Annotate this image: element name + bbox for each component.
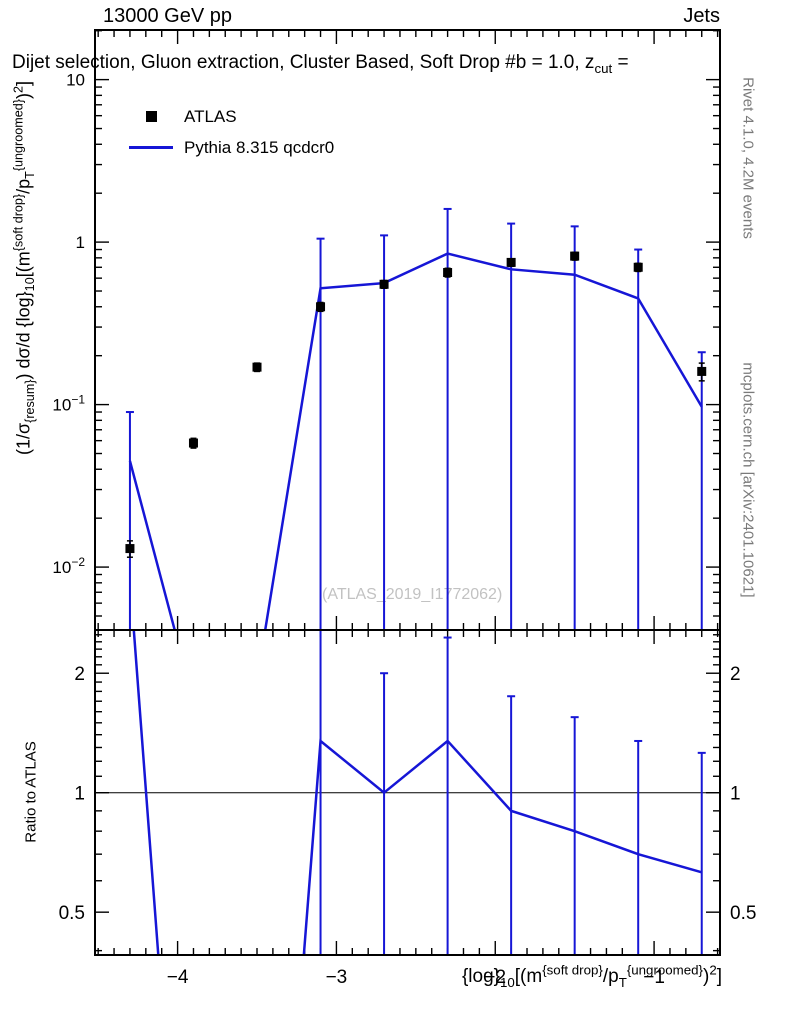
mcplots-arxiv-note: mcplots.cern.ch [arXiv:2401.10621] [739, 362, 757, 598]
legend-label-atlas: ATLAS [184, 106, 237, 126]
rivet-version-note: Rivet 4.1.0, 4.2M events [739, 77, 757, 239]
pythia-line-marker-icon [128, 146, 174, 149]
x-axis-label: {log}10[(m{soft drop}/pT{ungroomed})2] [461, 962, 722, 990]
svg-text:2: 2 [730, 664, 741, 685]
legend-label-pythia: Pythia 8.315 qcdcr0 [184, 137, 335, 157]
svg-text:0.5: 0.5 [730, 903, 756, 924]
axis-ticks [95, 30, 720, 955]
svg-text:1: 1 [730, 784, 741, 805]
legend-entry-atlas: ATLAS [128, 101, 334, 132]
svg-text:10: 10 [66, 71, 85, 90]
svg-text:−2: −2 [484, 967, 506, 988]
legend-entry-pythia: Pythia 8.315 qcdcr0 [128, 132, 334, 163]
y-axis-label-ratio: Ratio to ATLAS [22, 741, 40, 843]
pythia-series-main [125, 207, 706, 630]
svg-text:10−1: 10−1 [52, 393, 85, 415]
svg-text:1: 1 [74, 784, 85, 805]
beam-energy-label: 13000 GeV pp [103, 5, 232, 27]
atlas-series-main [125, 251, 707, 558]
legend: ATLAS Pythia 8.315 qcdcr0 [128, 101, 334, 163]
svg-text:10−2: 10−2 [52, 555, 85, 577]
process-label: Jets [683, 5, 720, 27]
svg-text:1: 1 [76, 233, 85, 252]
y-axis-label-main: (1/σ{resum}) dσ/d {log}10[(m{soft drop}/… [11, 80, 38, 456]
pythia-series-ratio [132, 630, 706, 955]
svg-text:−3: −3 [326, 967, 348, 988]
svg-text:2: 2 [74, 664, 85, 685]
ratio-panel-frame [94, 629, 721, 956]
svg-text:−1: −1 [643, 967, 665, 988]
svg-text:0.5: 0.5 [59, 903, 85, 924]
analysis-watermark: (ATLAS_2019_I1772062) [322, 586, 503, 603]
svg-text:−4: −4 [167, 967, 189, 988]
plot-title: Dijet selection, Gluon extraction, Clust… [12, 52, 629, 74]
atlas-square-marker-icon [128, 111, 174, 122]
